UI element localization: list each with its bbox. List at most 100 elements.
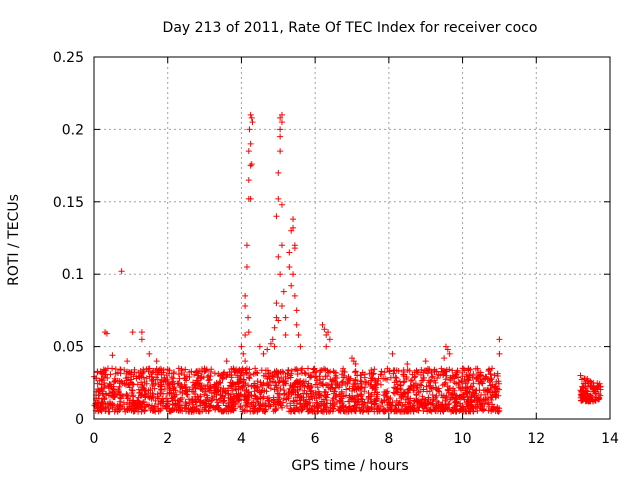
data-point — [411, 387, 418, 394]
data-point — [176, 375, 183, 382]
data-point — [101, 380, 108, 387]
data-point — [148, 378, 155, 385]
x-tick-label: 10 — [454, 431, 472, 447]
data-point — [312, 381, 319, 388]
data-point — [223, 373, 230, 380]
data-point — [101, 367, 108, 374]
data-point — [470, 408, 477, 415]
data-point — [420, 374, 427, 381]
data-point — [393, 367, 400, 374]
data-point — [271, 386, 278, 393]
data-point — [325, 329, 332, 336]
data-point — [182, 399, 189, 406]
data-point — [228, 403, 235, 410]
data-point — [459, 373, 466, 380]
data-point — [280, 391, 287, 398]
data-point — [127, 403, 134, 410]
data-point — [199, 366, 206, 373]
data-point — [442, 397, 449, 404]
data-point — [321, 326, 328, 333]
data-point — [428, 369, 435, 376]
data-point — [496, 350, 503, 357]
data-point — [371, 366, 378, 373]
data-point — [482, 387, 489, 394]
y-axis-label: ROTI / TECUs — [6, 194, 22, 286]
data-point — [446, 366, 453, 373]
data-point — [420, 386, 427, 393]
data-point — [319, 321, 326, 328]
y-tick-label: 0.25 — [53, 50, 84, 66]
data-point — [98, 399, 105, 406]
data-point — [404, 360, 411, 367]
data-point — [163, 395, 170, 402]
data-point — [388, 407, 395, 414]
data-point — [477, 378, 484, 385]
data-point — [172, 397, 179, 404]
data-point — [192, 369, 199, 376]
data-point — [271, 324, 278, 331]
y-tick-label: 0.2 — [62, 122, 84, 138]
data-point — [418, 366, 425, 373]
data-point — [242, 407, 249, 414]
data-point — [101, 395, 108, 402]
data-point — [129, 393, 136, 400]
data-point — [351, 394, 358, 401]
data-point — [368, 405, 375, 412]
data-point — [285, 367, 292, 374]
data-point — [112, 370, 119, 377]
data-point — [173, 391, 180, 398]
data-point — [277, 148, 284, 155]
data-point — [109, 393, 116, 400]
data-point — [278, 242, 285, 249]
data-point — [183, 390, 190, 397]
data-point — [221, 407, 228, 414]
data-point — [457, 406, 464, 413]
data-point — [269, 378, 276, 385]
data-point — [473, 394, 480, 401]
data-point — [333, 399, 340, 406]
data-point — [354, 399, 361, 406]
data-point — [473, 403, 480, 410]
data-point — [358, 372, 365, 379]
y-tick-label: 0 — [75, 412, 84, 428]
data-point — [327, 385, 334, 392]
data-point — [417, 381, 424, 388]
data-point — [494, 372, 501, 379]
data-point — [444, 346, 451, 353]
data-point — [447, 374, 454, 381]
data-point — [250, 383, 257, 390]
data-point — [205, 398, 212, 405]
data-point — [280, 369, 287, 376]
data-point — [331, 369, 338, 376]
data-point — [131, 369, 138, 376]
data-point — [312, 407, 319, 414]
data-point — [429, 392, 436, 399]
data-point — [183, 377, 190, 384]
data-point — [464, 398, 471, 405]
data-point — [245, 177, 252, 184]
data-point — [464, 376, 471, 383]
data-point — [275, 317, 282, 324]
data-point — [351, 402, 358, 409]
data-point — [282, 332, 289, 339]
data-point — [338, 390, 345, 397]
data-point — [332, 372, 339, 379]
data-point — [198, 386, 205, 393]
data-point — [255, 406, 262, 413]
data-point — [299, 379, 306, 386]
data-point — [391, 384, 398, 391]
data-point — [596, 395, 603, 402]
data-point — [452, 373, 459, 380]
data-point — [370, 384, 377, 391]
data-point — [239, 408, 246, 415]
data-point — [292, 388, 299, 395]
data-point — [347, 375, 354, 382]
data-point — [287, 400, 294, 407]
data-point — [246, 375, 253, 382]
data-point — [446, 400, 453, 407]
data-point — [464, 384, 471, 391]
data-point — [442, 379, 449, 386]
data-point — [452, 394, 459, 401]
data-point — [164, 390, 171, 397]
